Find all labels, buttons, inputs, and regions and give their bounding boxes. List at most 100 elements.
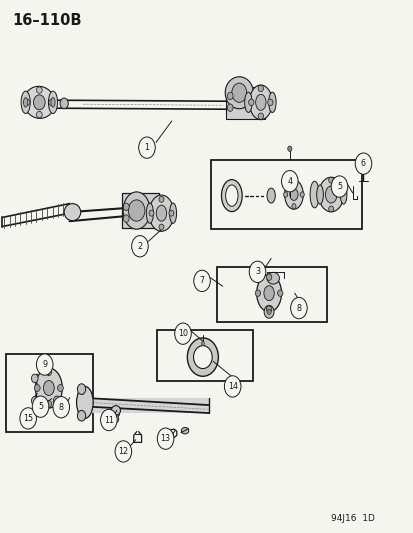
Circle shape (20, 408, 36, 429)
Circle shape (138, 137, 155, 158)
Ellipse shape (156, 205, 166, 221)
Circle shape (115, 441, 131, 462)
Ellipse shape (149, 195, 173, 231)
Ellipse shape (266, 272, 279, 284)
Circle shape (100, 409, 117, 431)
Circle shape (227, 92, 233, 100)
Ellipse shape (318, 177, 343, 212)
Bar (122, 193, 159, 228)
Ellipse shape (181, 427, 188, 434)
Text: 5: 5 (38, 402, 43, 411)
Ellipse shape (258, 113, 263, 119)
Text: 7: 7 (199, 277, 204, 285)
Ellipse shape (338, 192, 343, 197)
Text: 16–110B: 16–110B (12, 13, 82, 28)
Circle shape (31, 397, 38, 405)
Circle shape (31, 374, 38, 383)
Text: 12: 12 (118, 447, 128, 456)
Ellipse shape (48, 91, 57, 114)
Ellipse shape (149, 211, 154, 216)
Circle shape (224, 376, 240, 397)
Circle shape (128, 200, 145, 221)
Ellipse shape (64, 204, 81, 221)
Circle shape (354, 153, 371, 174)
Text: 9: 9 (42, 360, 47, 369)
Text: 2: 2 (137, 242, 142, 251)
Circle shape (249, 261, 265, 282)
Ellipse shape (266, 188, 275, 203)
Circle shape (131, 236, 148, 257)
Ellipse shape (328, 177, 333, 183)
Text: 13: 13 (160, 434, 170, 443)
Circle shape (201, 342, 204, 346)
Circle shape (231, 83, 246, 102)
Ellipse shape (225, 185, 237, 206)
Text: 6: 6 (360, 159, 365, 168)
Ellipse shape (328, 206, 333, 212)
Ellipse shape (111, 406, 120, 415)
Circle shape (32, 396, 49, 417)
Ellipse shape (325, 186, 336, 203)
Circle shape (330, 176, 347, 197)
Ellipse shape (35, 368, 62, 408)
Ellipse shape (46, 401, 52, 407)
Ellipse shape (258, 85, 263, 92)
Bar (225, 87, 264, 119)
Ellipse shape (169, 211, 173, 216)
Ellipse shape (159, 224, 164, 230)
Circle shape (113, 415, 119, 423)
Bar (217, 266, 326, 322)
Text: 5: 5 (336, 182, 341, 191)
Circle shape (193, 270, 210, 292)
Circle shape (266, 309, 271, 314)
Text: 11: 11 (104, 416, 114, 424)
Ellipse shape (21, 91, 30, 114)
Ellipse shape (359, 163, 366, 166)
Ellipse shape (316, 185, 323, 204)
Ellipse shape (24, 86, 55, 118)
Ellipse shape (49, 99, 55, 106)
Ellipse shape (318, 192, 323, 197)
Bar (6, 354, 93, 432)
Ellipse shape (36, 111, 42, 118)
Ellipse shape (248, 99, 253, 106)
Ellipse shape (187, 338, 218, 376)
Text: 14: 14 (227, 382, 237, 391)
Circle shape (36, 354, 53, 375)
Ellipse shape (193, 345, 211, 369)
Circle shape (227, 104, 233, 111)
Ellipse shape (267, 99, 273, 106)
Ellipse shape (24, 99, 30, 106)
Ellipse shape (283, 192, 287, 197)
Ellipse shape (263, 286, 273, 301)
Text: 10: 10 (178, 329, 188, 338)
Ellipse shape (33, 95, 45, 110)
Ellipse shape (266, 274, 271, 280)
Ellipse shape (24, 98, 28, 107)
Text: 8: 8 (296, 304, 301, 312)
Ellipse shape (249, 85, 272, 120)
Circle shape (53, 397, 69, 418)
Circle shape (290, 297, 306, 319)
Ellipse shape (284, 180, 302, 209)
Ellipse shape (169, 203, 176, 223)
Ellipse shape (34, 385, 40, 391)
Ellipse shape (291, 204, 295, 209)
Ellipse shape (43, 381, 54, 395)
Ellipse shape (277, 290, 282, 296)
Bar (89, 398, 209, 413)
Text: 94J16  1D: 94J16 1D (330, 514, 374, 523)
Ellipse shape (221, 180, 242, 212)
Ellipse shape (299, 192, 304, 197)
Ellipse shape (46, 369, 52, 375)
Text: 1: 1 (144, 143, 149, 152)
Ellipse shape (289, 189, 297, 200)
Circle shape (157, 428, 173, 449)
Circle shape (77, 384, 85, 394)
Bar (157, 330, 252, 381)
Circle shape (62, 407, 68, 414)
Circle shape (174, 323, 191, 344)
Ellipse shape (123, 192, 150, 229)
Ellipse shape (266, 306, 271, 312)
Ellipse shape (256, 274, 281, 312)
